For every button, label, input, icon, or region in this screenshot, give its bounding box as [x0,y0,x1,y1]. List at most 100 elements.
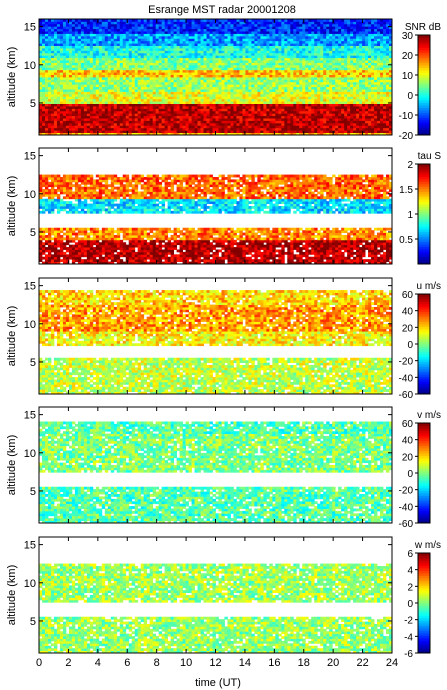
heatmap-cell [122,40,127,44]
heatmap-cell [134,125,139,129]
heatmap-cell [314,127,318,131]
heatmap-cell [266,98,270,102]
heatmap-cell [158,103,163,107]
heatmap-cell [143,81,148,85]
heatmap-cell [59,72,64,75]
heatmap-cell [134,33,139,37]
heatmap-cell [203,79,207,83]
heatmap-cell [71,98,76,102]
heatmap-cell [338,43,342,46]
heatmap-cell [296,38,300,42]
heatmap-cell [233,50,237,54]
heatmap-cell [194,125,198,129]
heatmap-cell [305,118,309,121]
heatmap-cell [161,98,166,102]
heatmap-cell [377,120,381,124]
heatmap-cell [86,64,91,68]
heatmap-cell [110,81,115,85]
heatmap-cell [194,55,198,59]
heatmap-cell [101,52,106,56]
heatmap-cell [317,60,321,63]
heatmap-cell [227,115,231,119]
heatmap-cell [338,38,342,42]
heatmap-cell [161,91,166,95]
heatmap-cell [380,60,384,63]
heatmap-cell [371,93,375,97]
heatmap-cell [353,67,357,71]
heatmap-cell [119,125,124,129]
heatmap-cell [284,103,288,107]
heatmap-cell [131,62,136,66]
heatmap-cell [110,52,115,56]
heatmap-cell [179,43,183,46]
heatmap-cell [284,81,288,85]
heatmap-cell [65,64,70,68]
heatmap-cell [353,98,357,102]
heatmap-cell [122,98,127,102]
heatmap-cell [305,38,309,42]
heatmap-cell [68,60,73,63]
heatmap-cell [386,122,390,126]
heatmap-cell [140,101,145,104]
heatmap-cell [278,72,282,75]
heatmap-cell [206,96,210,100]
heatmap-cell [47,33,52,37]
heatmap-cell [320,45,324,49]
heatmap-cell [299,64,303,68]
heatmap-cell [182,120,186,124]
heatmap-cell [215,125,219,129]
heatmap-cell [287,60,291,63]
heatmap-cell [149,113,154,117]
heatmap-cell [215,52,219,56]
heatmap-cell [128,93,133,97]
heatmap-cell [206,113,210,117]
heatmap-cell [311,62,315,66]
heatmap-cell [335,33,339,37]
heatmap-cell [56,48,61,51]
heatmap-cell [89,45,94,49]
heatmap-cell [386,77,390,80]
heatmap-cell [257,103,261,107]
heatmap-cell [308,57,312,61]
heatmap-cell [203,127,207,131]
heatmap-cell [242,52,246,56]
heatmap-cell [191,125,195,129]
heatmap-cell [65,86,70,90]
heatmap-cell [140,118,145,121]
heatmap-cell [65,45,70,49]
heatmap-cell [143,62,148,66]
heatmap-cell [353,113,357,117]
heatmap-cell [68,122,73,126]
heatmap-cell [185,81,189,85]
heatmap-cell [167,57,172,61]
heatmap-cell [41,45,46,49]
heatmap-cell [56,31,61,34]
heatmap-cell [380,84,384,88]
heatmap-cell [245,98,249,102]
heatmap-cell [251,69,255,73]
heatmap-cell [353,122,357,126]
heatmap-cell [161,69,166,73]
heatmap-cell [278,115,282,119]
heatmap-cell [290,96,294,100]
heatmap-cell [314,45,318,49]
heatmap-cell [308,115,312,119]
heatmap-cell [290,72,294,75]
heatmap-cell [362,79,366,83]
heatmap-cell [245,106,249,109]
heatmap-cell [152,45,157,49]
heatmap-cell [344,130,348,133]
heatmap-cell [293,81,297,85]
heatmap-cell [272,48,276,51]
heatmap-cell [59,103,64,107]
heatmap-cell [296,43,300,46]
heatmap-cell [122,115,127,119]
heatmap-cell [248,60,252,63]
heatmap-cell [299,118,303,121]
heatmap-cell [227,120,231,124]
heatmap-cell [380,118,384,121]
heatmap-cell [341,125,345,129]
heatmap-cell [347,35,351,39]
heatmap-cell [200,130,204,133]
heatmap-cell [275,40,279,44]
